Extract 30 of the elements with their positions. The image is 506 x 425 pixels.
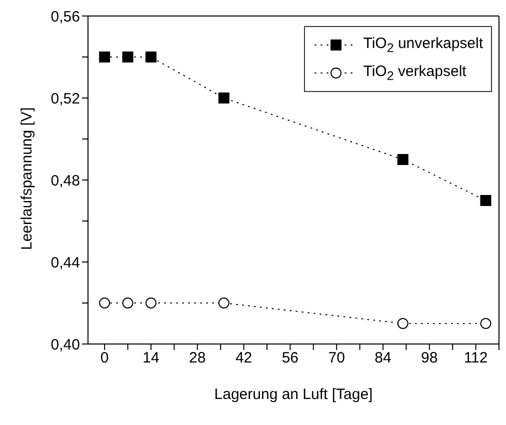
x-axis-title: Lagerung an Luft [Tage]: [214, 386, 373, 403]
point: [480, 195, 492, 206]
x-tick-label: 14: [142, 350, 160, 367]
point: [145, 52, 156, 62]
x-tick-label: 84: [374, 350, 392, 367]
x-tick-label: 70: [328, 350, 345, 367]
point: [99, 52, 110, 62]
y-tick-label: 0,52: [50, 90, 80, 108]
point: [122, 298, 134, 308]
point: [218, 92, 230, 104]
point: [122, 52, 134, 62]
y-tick-label: 0,40: [50, 336, 80, 354]
x-tick-label: 98: [421, 350, 438, 367]
x-tick-label: 56: [282, 350, 299, 367]
y-tick-label: 0,44: [50, 254, 80, 272]
y-tick-label: 0,48: [50, 172, 80, 190]
point: [99, 298, 110, 308]
x-tick-label: 42: [235, 350, 252, 367]
x-tick-label: 0: [100, 350, 109, 367]
point: [218, 298, 230, 308]
x-tick-label: 28: [189, 350, 206, 367]
legend-label: TiO$_{2}$ unverkapselt: [363, 35, 483, 55]
point: [145, 298, 156, 308]
y-axis-title: Leerlaufspannung [V]: [18, 107, 36, 250]
legend-label: TiO$_{2}$ verkapselt: [363, 63, 466, 83]
x-tick-label: 112: [464, 350, 488, 367]
y-tick-label: 0,56: [50, 8, 80, 26]
point: [397, 318, 408, 329]
point: [397, 154, 408, 165]
point: [480, 318, 492, 329]
